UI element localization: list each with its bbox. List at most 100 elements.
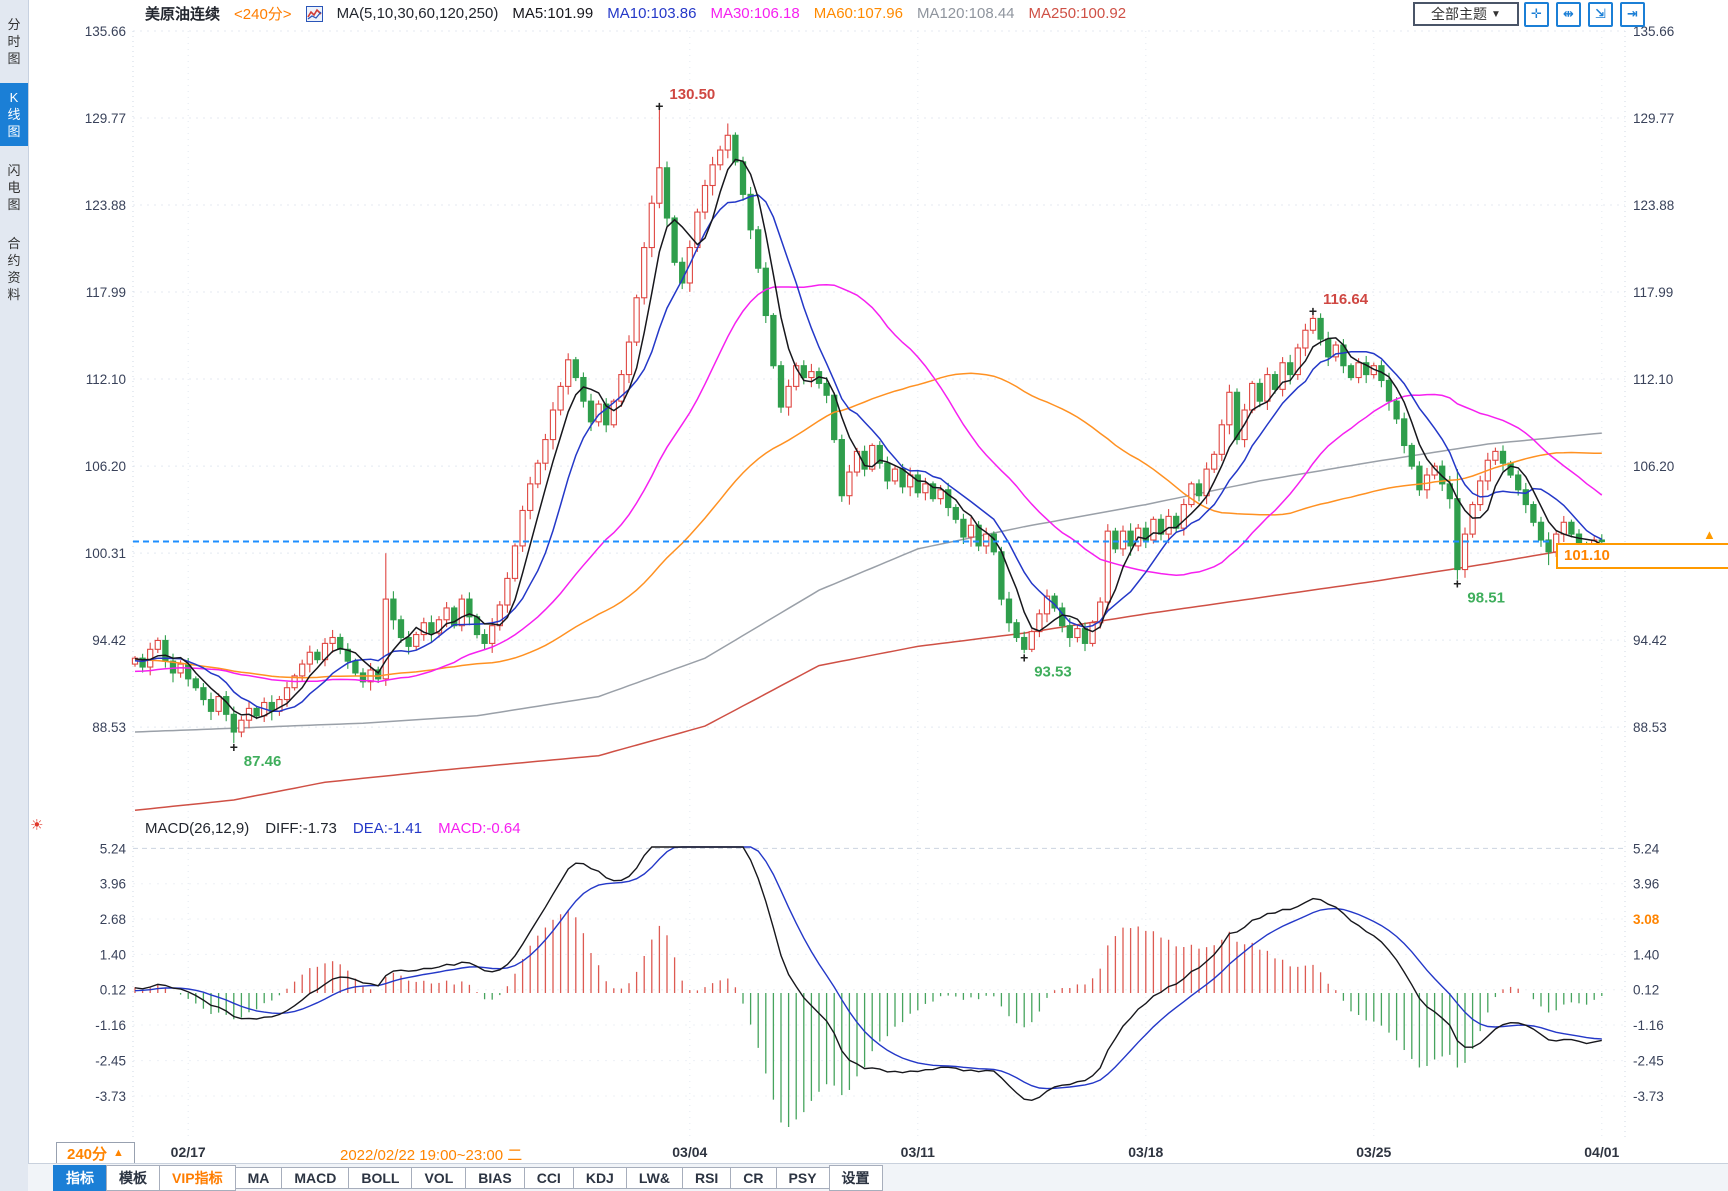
y-axis-label-left: 106.20	[85, 459, 126, 474]
macd-axis-label-left: 0.12	[100, 983, 126, 998]
extreme-marker: +	[1453, 576, 1461, 592]
toolbar-tab[interactable]: KDJ	[572, 1166, 627, 1189]
x-axis-date-label: 03/11	[901, 1144, 935, 1160]
macd-dea-value: DEA:-1.41	[352, 820, 423, 837]
extreme-price-label: 116.64	[1323, 291, 1369, 308]
y-axis-label-right: 129.77	[1633, 111, 1674, 126]
macd-legend: MACD(26,12,9) DIFF:-1.73 DEA:-1.41 MACD:…	[145, 820, 521, 837]
symbol-name: 美原油连续	[145, 6, 221, 23]
mini-chart-icon	[305, 5, 323, 22]
last-price-badge: 101.10	[1556, 543, 1728, 569]
ma-line	[134, 432, 1602, 733]
period-label: 240分	[67, 1145, 108, 1163]
y-axis-label-right: 94.42	[1633, 633, 1667, 648]
y-axis-label-right: 117.99	[1633, 285, 1673, 300]
next-view-icon[interactable]: ⇥	[1620, 2, 1645, 27]
ma-value: MA10:103.86	[607, 5, 697, 22]
toolbar-tab[interactable]: 指标	[53, 1164, 107, 1191]
macd-diff-value: DIFF:-1.73	[265, 820, 337, 837]
x-axis-date-label: 02/17	[171, 1144, 206, 1160]
y-axis-label-left: 129.77	[85, 111, 126, 126]
y-axis-label-left: 135.66	[85, 24, 126, 39]
sidebar-item[interactable]: 合约资料	[0, 229, 28, 309]
macd-axis-label-right: 0.12	[1633, 983, 1659, 998]
ma-params: MA(5,10,30,60,120,250)	[336, 5, 499, 22]
extreme-price-label: 98.51	[1467, 590, 1505, 607]
toolbar-tab[interactable]: 模板	[106, 1164, 160, 1191]
hover-session-info: 2022/02/22 19:00~23:00 二	[340, 1147, 523, 1164]
extreme-price-label: 93.53	[1034, 663, 1072, 680]
zoom-x-icon[interactable]: ⇹	[1556, 2, 1581, 27]
sidebar-item[interactable]: 分时图	[0, 10, 28, 73]
ma-line	[134, 158, 1603, 719]
toolbar-tab[interactable]: CR	[730, 1166, 777, 1189]
toolbar-tab[interactable]: RSI	[681, 1166, 732, 1189]
macd-axis-label-right: 1.40	[1633, 947, 1659, 962]
sidebar-item-label: 合约资料	[7, 236, 21, 302]
macd-axis-label-right: -1.16	[1633, 1018, 1664, 1033]
ma-line	[134, 194, 1603, 712]
y-axis-label-right: 88.53	[1633, 720, 1667, 735]
extreme-marker: +	[230, 739, 238, 755]
y-axis-label-left: 88.53	[92, 720, 126, 735]
extreme-marker: +	[1309, 303, 1317, 319]
y-axis-label-left: 100.31	[85, 546, 126, 561]
macd-current-badge: 3.08	[1633, 912, 1660, 927]
toolbar-tab[interactable]: CCI	[523, 1166, 574, 1189]
toolbar-tab[interactable]: 设置	[828, 1164, 883, 1191]
ma-value: MA120:108.44	[916, 5, 1015, 22]
ma-value: MA60:107.96	[813, 5, 903, 22]
sidebar-item[interactable]: 闪电图	[0, 156, 28, 219]
ma-line	[134, 283, 1603, 683]
macd-params: MACD(26,12,9)	[145, 820, 250, 837]
sidebar-item-label: K线图	[7, 90, 21, 139]
x-axis-date-label: 03/25	[1356, 1144, 1391, 1160]
macd-line	[134, 846, 1602, 1102]
chevron-down-icon: ▼	[1491, 8, 1501, 20]
macd-hist-value: MACD:-0.64	[438, 820, 521, 837]
period-selector[interactable]: 240分 ▲	[56, 1142, 135, 1164]
candlestick-series	[131, 107, 1605, 743]
macd-axis-label-left: -1.16	[95, 1018, 126, 1033]
price-up-arrow-icon: ▲	[1703, 527, 1716, 542]
sidebar-item[interactable]: K线图	[0, 83, 28, 146]
y-axis-label-right: 123.88	[1633, 198, 1674, 213]
chart-tool-icons: ✛ ⇹ ⇲ ⇥	[1524, 2, 1645, 27]
toolbar-tab[interactable]: LW&	[625, 1166, 683, 1189]
ma-line	[134, 372, 1602, 679]
ma-line	[134, 543, 1602, 812]
y-axis-label-left: 117.99	[86, 285, 126, 300]
macd-axis-label-left: 1.40	[100, 947, 126, 962]
macd-axis-label-right: 5.24	[1633, 841, 1660, 856]
indicator-toolbar: 指标 模板 VIP指标 MA MACD BOLL VOL BIAS CCI KDJ LW& RSI CR…	[28, 1163, 1728, 1191]
toolbar-tab[interactable]: VOL	[411, 1166, 467, 1189]
toolbar-tab[interactable]: BIAS	[465, 1166, 525, 1189]
macd-axis-label-left: -3.73	[95, 1089, 126, 1104]
y-axis-label-left: 112.10	[86, 372, 126, 387]
ma-value: MA250:100.92	[1028, 5, 1127, 22]
pan-icon[interactable]: ✛	[1524, 2, 1549, 27]
y-axis-label-left: 94.42	[92, 633, 126, 648]
toolbar-tab[interactable]: VIP指标	[159, 1164, 236, 1191]
macd-axis-label-left: 3.96	[100, 877, 126, 892]
ma-value: MA5:101.99	[512, 5, 594, 22]
toolbar-tab[interactable]: MACD	[281, 1166, 350, 1189]
y-axis-label-right: 112.10	[1633, 372, 1673, 387]
macd-axis-label-right: -3.73	[1633, 1089, 1664, 1104]
sidebar-item-label: 闪电图	[7, 163, 21, 212]
x-axis-date-label: 03/04	[672, 1144, 707, 1160]
x-axis-date-label: 03/18	[1128, 1144, 1163, 1160]
sun-icon[interactable]: ☀	[30, 817, 44, 834]
toolbar-tab[interactable]: BOLL	[348, 1166, 413, 1189]
zoom-area-icon[interactable]: ⇲	[1588, 2, 1613, 27]
chart-type-sidebar: 分时图 K线图 闪电图 合约资料	[0, 0, 29, 1191]
toolbar-tab[interactable]: MA	[234, 1166, 283, 1189]
extreme-price-label: 87.46	[244, 753, 282, 770]
extreme-marker: +	[1020, 649, 1028, 665]
theme-dropdown-button[interactable]: 全部主题 ▼	[1413, 2, 1519, 26]
chart-header: 美原油连续 <240分> MA(5,10,30,60,120,250) MA5:…	[145, 3, 1126, 24]
macd-axis-label-left: 5.24	[100, 841, 127, 856]
y-axis-label-left: 123.88	[85, 198, 126, 213]
toolbar-tab[interactable]: PSY	[775, 1166, 830, 1189]
